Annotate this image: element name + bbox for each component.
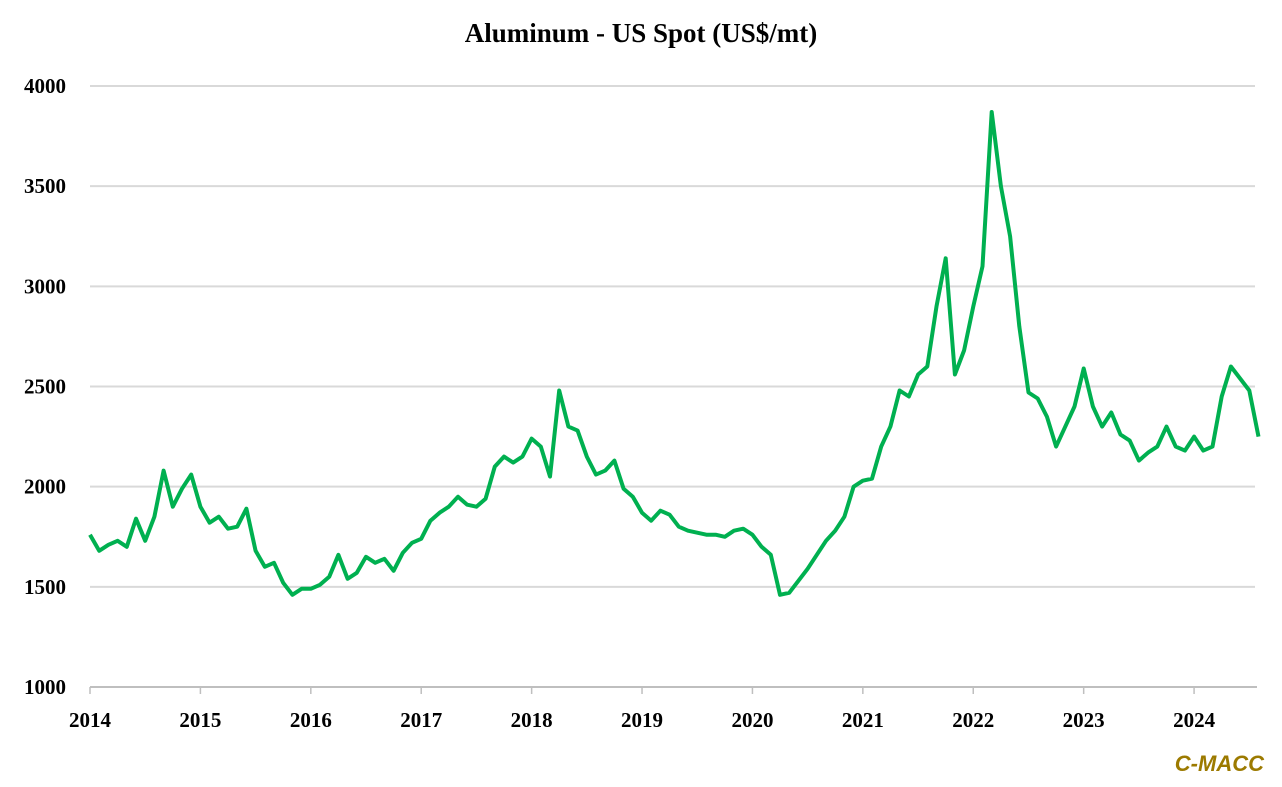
- y-tick-label: 3500: [24, 174, 66, 198]
- y-tick-label: 4000: [24, 74, 66, 98]
- chart-title: Aluminum - US Spot (US$/mt): [464, 18, 818, 48]
- y-tick-label: 2000: [24, 475, 66, 499]
- y-tick-label: 2500: [24, 375, 66, 399]
- y-tick-label: 3000: [24, 274, 66, 298]
- y-tick-label: 1000: [24, 675, 66, 699]
- x-tick-label: 2024: [1173, 708, 1216, 732]
- x-tick-label: 2022: [952, 708, 994, 732]
- x-tick-label: 2016: [290, 708, 332, 732]
- x-tick-label: 2017: [400, 708, 442, 732]
- x-tick-label: 2018: [511, 708, 553, 732]
- x-tick-label: 2015: [179, 708, 221, 732]
- x-tick-label: 2014: [69, 708, 112, 732]
- x-tick-label: 2019: [621, 708, 663, 732]
- x-tick-label: 2023: [1063, 708, 1105, 732]
- brand-logo: C-MACC: [1174, 751, 1264, 776]
- y-tick-label: 1500: [24, 575, 66, 599]
- x-tick-label: 2021: [842, 708, 884, 732]
- x-tick-label: 2020: [731, 708, 773, 732]
- price-series-line: [88, 110, 1261, 597]
